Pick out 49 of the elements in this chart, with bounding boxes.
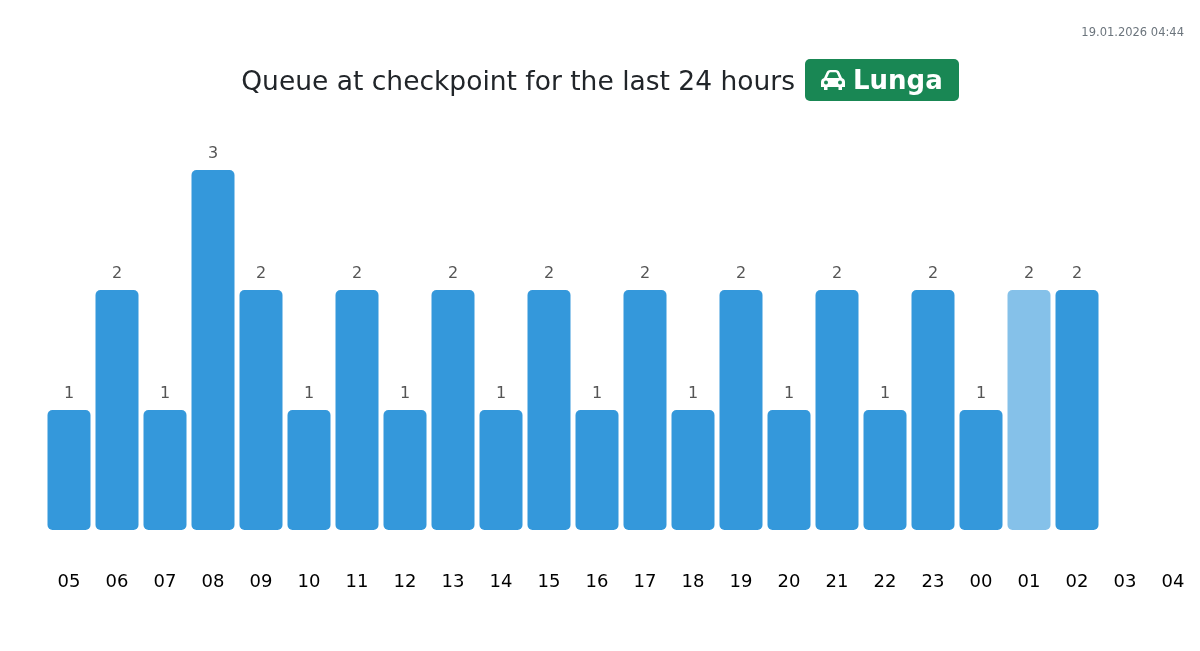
- data-label: 2: [1023, 263, 1035, 282]
- x-tick-label: 14: [489, 569, 513, 591]
- data-label: 1: [159, 383, 171, 402]
- x-tick-label: 17: [633, 569, 657, 591]
- x-tick-label: 07: [153, 569, 177, 591]
- x-tick-label: 10: [297, 569, 321, 591]
- data-label: 2: [639, 263, 651, 282]
- data-label: 1: [783, 383, 795, 402]
- x-tick-label: 03: [1113, 569, 1137, 591]
- x-tick-label: 20: [777, 569, 801, 591]
- x-tick-label: 08: [201, 569, 225, 591]
- data-label: 2: [351, 263, 363, 282]
- x-tick-label: 09: [249, 569, 273, 591]
- x-tick-label: 16: [585, 569, 609, 591]
- data-label: 1: [687, 383, 699, 402]
- x-tick-label: 13: [441, 569, 465, 591]
- text: 19.01.2026 04:44: [1081, 25, 1184, 39]
- data-label: 1: [591, 383, 603, 402]
- data-label: 2: [1071, 263, 1083, 282]
- x-tick-label: 02: [1065, 569, 1089, 591]
- x-tick-label: 01: [1017, 569, 1041, 591]
- x-tick-label: 04: [1161, 569, 1185, 591]
- data-label: 2: [831, 263, 843, 282]
- data-label: 1: [975, 383, 987, 402]
- chart-title: Queue at checkpoint for the last 24 hours: [241, 64, 796, 96]
- data-label: 2: [255, 263, 267, 282]
- data-label: 1: [495, 383, 507, 402]
- x-tick-label: 00: [969, 569, 993, 591]
- x-tick-label: 06: [105, 569, 129, 591]
- data-label: 1: [399, 383, 411, 402]
- chart-subtitle: Lunga: [853, 65, 943, 95]
- x-tick-label: 18: [681, 569, 705, 591]
- data-label: 2: [543, 263, 555, 282]
- x-tick-label: 15: [537, 569, 561, 591]
- x-tick-label: 23: [921, 569, 945, 591]
- x-tick-label: 05: [57, 569, 81, 591]
- x-tick-label: 22: [873, 569, 897, 591]
- x-tick-label: 11: [345, 569, 369, 591]
- data-label: 1: [63, 383, 75, 402]
- data-label: 1: [879, 383, 891, 402]
- x-tick-label: 19: [729, 569, 753, 591]
- data-label: 2: [111, 263, 123, 282]
- data-label: 1: [303, 383, 315, 402]
- data-label: 2: [927, 263, 939, 282]
- x-tick-label: 21: [825, 569, 849, 591]
- data-label: 2: [447, 263, 459, 282]
- data-label: 3: [207, 143, 219, 162]
- data-label: 2: [735, 263, 747, 282]
- x-tick-label: 12: [393, 569, 417, 591]
